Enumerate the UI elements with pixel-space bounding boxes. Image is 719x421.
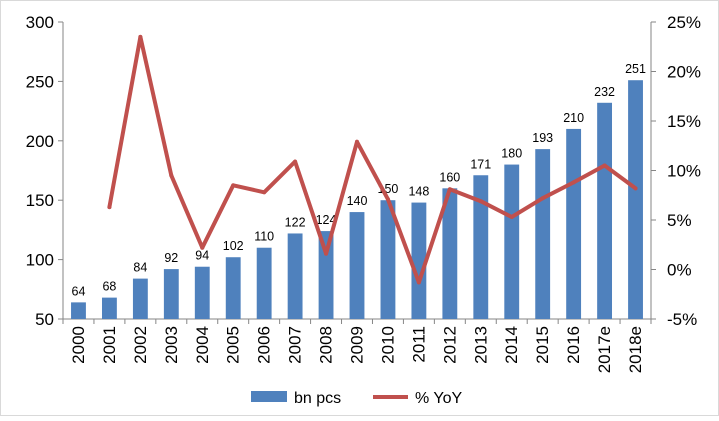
x-tick-label: 2014 xyxy=(502,326,521,364)
y-left-tick-label: 300 xyxy=(26,13,54,32)
x-tick-label: 2004 xyxy=(193,326,212,364)
bar xyxy=(163,269,179,319)
bar-value-label: 92 xyxy=(164,251,178,265)
bar xyxy=(411,202,427,319)
x-tick-label: 2010 xyxy=(378,326,397,364)
y-right-tick-label: 5% xyxy=(667,211,692,230)
y-left-tick-label: 250 xyxy=(26,72,54,91)
bar-value-label: 160 xyxy=(439,170,460,184)
bar xyxy=(71,302,86,319)
yoy-point xyxy=(478,199,483,204)
bar xyxy=(101,297,117,319)
bar-value-label: 140 xyxy=(347,194,368,208)
yoy-point xyxy=(138,34,143,39)
x-tick-label: 2000 xyxy=(69,326,88,364)
yoy-point xyxy=(540,196,545,201)
bar xyxy=(504,164,520,319)
x-tick-label: 2013 xyxy=(471,326,490,364)
bar xyxy=(473,175,489,319)
x-tick-label: 2006 xyxy=(255,326,274,364)
legend-bar-label: bn pcs xyxy=(294,390,341,407)
y-right-tick-label: 20% xyxy=(667,63,701,82)
bar-value-label: 68 xyxy=(102,280,116,294)
y-left-tick-label: 50 xyxy=(35,310,54,329)
bar-value-label: 210 xyxy=(563,111,584,125)
yoy-point xyxy=(169,173,174,178)
yoy-point xyxy=(231,183,236,188)
yoy-point xyxy=(602,163,607,168)
legend-line-label: % YoY xyxy=(415,390,462,407)
x-tick-label: 2015 xyxy=(533,326,552,364)
bar xyxy=(132,278,148,319)
y-right-tick-label: 0% xyxy=(667,261,692,280)
bar-value-label: 122 xyxy=(285,215,306,229)
bar xyxy=(628,80,643,319)
legend: bn pcs % YoY xyxy=(251,390,462,407)
y-left-tick-label: 150 xyxy=(26,191,54,210)
y-right-tick-label: 25% xyxy=(667,13,701,32)
yoy-point xyxy=(324,251,329,256)
yoy-point xyxy=(633,186,638,191)
bar xyxy=(442,188,458,319)
y-right-tick-label: 15% xyxy=(667,112,701,131)
bar xyxy=(380,200,396,319)
bar xyxy=(566,128,582,319)
bar-value-label: 84 xyxy=(133,261,147,275)
bar xyxy=(597,102,613,319)
bar xyxy=(318,231,334,319)
yoy-point xyxy=(200,245,205,250)
bar-value-label: 124 xyxy=(316,213,337,227)
bar-value-label: 64 xyxy=(72,284,86,298)
x-tick-label: 2005 xyxy=(224,326,243,364)
bar xyxy=(256,247,272,319)
plot-area: 50 100 150 200 250 300 -5% 0% 5% 10% 15% 20% 25% 2000… xyxy=(26,13,701,373)
yoy-point xyxy=(262,190,267,195)
bar-value-label: 94 xyxy=(195,249,209,263)
bar xyxy=(225,257,241,319)
bar-value-label: 180 xyxy=(501,147,522,161)
yoy-point xyxy=(571,180,576,185)
x-tick-label: 2002 xyxy=(131,326,150,364)
yoy-point xyxy=(107,205,112,210)
x-tick-label: 2018e xyxy=(626,326,645,373)
y-right-tick-label: -5% xyxy=(667,310,697,329)
bar xyxy=(535,149,551,319)
bar xyxy=(194,266,210,319)
x-tick-label: 2003 xyxy=(162,326,181,364)
yoy-point xyxy=(416,280,421,285)
x-tick-label: 2001 xyxy=(100,326,119,364)
bar-value-label: 193 xyxy=(532,131,553,145)
y-right-tick-label: 10% xyxy=(667,162,701,181)
bar-value-label: 251 xyxy=(625,62,646,76)
yoy-point xyxy=(385,197,390,202)
bar xyxy=(349,212,365,319)
x-tick-label: 2009 xyxy=(348,326,367,364)
bar-value-label: 110 xyxy=(254,230,274,244)
yoy-point xyxy=(447,187,452,192)
yoy-point xyxy=(355,139,359,144)
yoy-line xyxy=(107,34,638,285)
y-left-tick-label: 200 xyxy=(26,132,54,151)
yoy-point xyxy=(293,159,298,164)
legend-bar-swatch xyxy=(251,391,287,402)
x-tick-label: 2016 xyxy=(564,326,583,364)
bar-value-label: 171 xyxy=(470,157,491,171)
bar xyxy=(287,233,303,319)
bar-value-label: 148 xyxy=(408,185,429,199)
x-tick-label: 2011 xyxy=(409,326,428,363)
x-tick-label: 2007 xyxy=(286,326,305,364)
bar-value-label: 102 xyxy=(223,239,244,253)
y-left-tick-label: 100 xyxy=(26,251,54,270)
yoy-point xyxy=(509,215,514,220)
x-tick-label: 2008 xyxy=(317,326,336,364)
x-tick-label: 2012 xyxy=(440,326,459,364)
x-tick-label: 2017e xyxy=(595,326,614,373)
bar-value-label: 232 xyxy=(594,85,615,99)
